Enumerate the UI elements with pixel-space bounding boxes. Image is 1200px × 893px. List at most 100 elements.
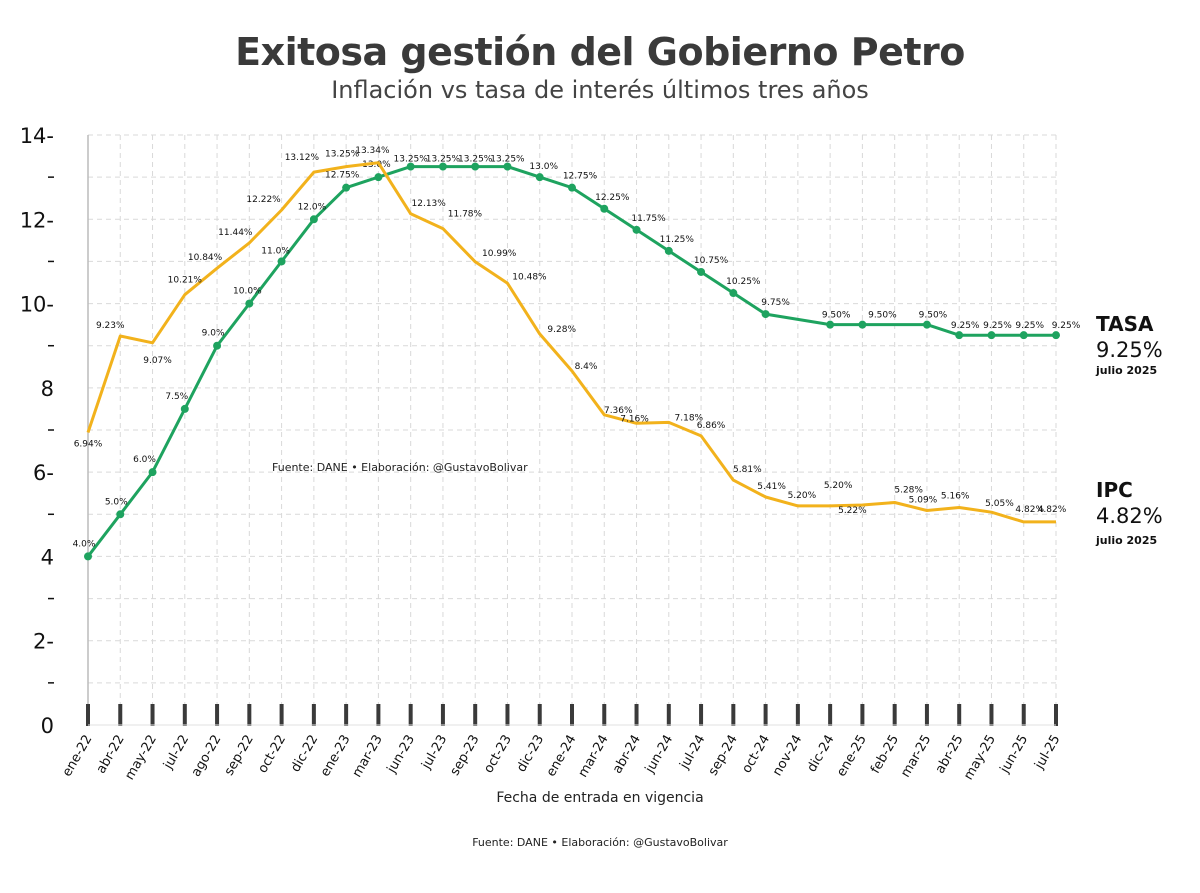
tasa-data-label: 9.50% [822,311,851,321]
tasa-point [277,257,286,266]
ipc-series-line [86,161,1056,524]
tasa-point [406,162,415,171]
x-tick-label: mar-23 [350,733,386,781]
ipc-data-label: 7.18% [675,413,704,423]
x-tick-label: jul-24 [677,733,709,773]
tasa-point [374,173,383,182]
tasa-data-label: 9.25% [1015,321,1044,331]
tasa-data-label: 9.0% [202,329,225,339]
ipc-data-label: 10.99% [482,249,517,259]
x-tick-label: dic-23 [514,733,547,775]
tasa-point [84,552,92,561]
x-tick-label: oct-24 [739,733,773,776]
x-tick-label: mar-25 [898,733,934,781]
chart-subtitle: Inflación vs tasa de interés últimos tre… [331,76,869,104]
tasa-data-label: 13.25% [394,155,429,165]
tasa-point [664,246,673,255]
tasa-point [471,162,480,171]
x-tick-label: ene-23 [318,733,354,780]
x-tick-label: oct-23 [481,733,515,776]
tasa-point [761,310,770,319]
ipc-data-label: 13.34% [355,146,390,156]
tasa-data-label: 5.0% [105,497,128,507]
ipc-data-label: 13.25% [325,150,360,160]
y-tick-label: 6- [33,461,54,485]
ipc-data-label: 12.13% [412,199,447,209]
ipc-data-label: 5.20% [788,491,817,501]
tasa-legend-value: 9.25% [1096,338,1163,362]
ipc-data-label: 5.05% [985,499,1014,509]
tasa-point [922,320,931,329]
tasa-point [632,225,641,234]
tasa-point [568,183,576,192]
tasa-point [245,299,254,308]
tasa-data-label: 9.25% [1052,321,1081,331]
x-tick-label: sep-22 [222,733,257,779]
tasa-data-label: 12.75% [325,171,360,181]
tasa-point [148,468,157,477]
tasa-point [987,331,996,340]
ipc-data-label: 9.23% [96,321,125,331]
tasa-data-label: 13.0% [362,160,391,170]
tasa-point [309,215,318,224]
x-tick-label: abr-25 [933,733,967,777]
tasa-data-label: 12.0% [298,202,327,212]
tasa-point [697,267,706,276]
x-tick-label: ene-22 [60,733,96,780]
ipc-data-label: 10.84% [188,253,223,263]
ipc-data-label: 5.20% [824,481,853,491]
ipc-data-label: 6.86% [697,421,726,431]
source-note: Fuente: DANE • Elaboración: @GustavoBoli… [272,461,528,474]
x-axis-label: Fecha de entrada en vigencia [496,790,704,806]
tasa-data-label: 9.50% [868,311,897,321]
ipc-legend-value: 4.82% [1096,504,1163,528]
tasa-data-label: 12.75% [563,172,598,182]
x-tick-label: nov-24 [770,733,805,779]
y-tick-label: 14- [20,124,54,148]
x-tick-label: sep-24 [706,733,741,779]
tasa-point [180,404,189,413]
ipc-data-label: 5.41% [757,482,786,492]
tasa-point [1019,331,1028,340]
ipc-data-label: 7.16% [620,414,649,424]
tasa-point [213,341,222,350]
ipc-data-label: 12.22% [246,195,281,205]
x-tick-label: jun-24 [642,733,676,777]
chart-title: Exitosa gestión del Gobierno Petro [235,30,965,74]
x-tick-label: ago-22 [189,733,225,780]
tasa-point [438,162,447,171]
x-tick-label: feb-25 [868,733,902,777]
x-tick-label: abr-24 [610,733,644,777]
y-tick-label: 0 [41,714,54,738]
tasa-data-label: 13.25% [426,155,461,165]
ipc-data-label: 10.21% [168,276,203,286]
ipc-legend-title: IPC [1096,478,1133,502]
tasa-data-label: 9.50% [919,311,948,321]
x-tick-label: ene-24 [544,733,580,780]
x-tick-label: ene-25 [834,733,870,780]
tasa-point [600,204,609,213]
ipc-data-label: 7.36% [604,406,633,416]
tasa-point [503,162,512,171]
tasa-data-label: 10.25% [726,277,761,287]
ipc-data-label: 5.22% [838,506,867,516]
x-tick-label: jun-23 [384,733,418,777]
tasa-data-label: 6.0% [133,455,156,465]
ipc-data-label: 10.48% [512,272,547,282]
tasa-point [342,183,351,192]
ipc-data-label: 5.09% [909,495,938,505]
x-tick-label: jul-23 [419,733,451,773]
tasa-data-label: 11.25% [660,235,695,245]
ipc-data-label: 9.28% [547,325,576,335]
x-tick-label: may-25 [961,733,999,783]
tasa-legend-date: julio 2025 [1096,364,1158,377]
y-tick-label: 12- [20,208,54,232]
tasa-data-label: 11.0% [261,246,290,256]
tasa-data-label: 10.0% [233,287,262,297]
tasa-data-label: 9.25% [951,321,980,331]
tasa-point [1052,331,1060,340]
tasa-legend-title: TASA [1096,312,1154,336]
ipc-legend-date: julio 2025 [1096,534,1158,547]
y-tick-label: 2- [33,630,54,654]
